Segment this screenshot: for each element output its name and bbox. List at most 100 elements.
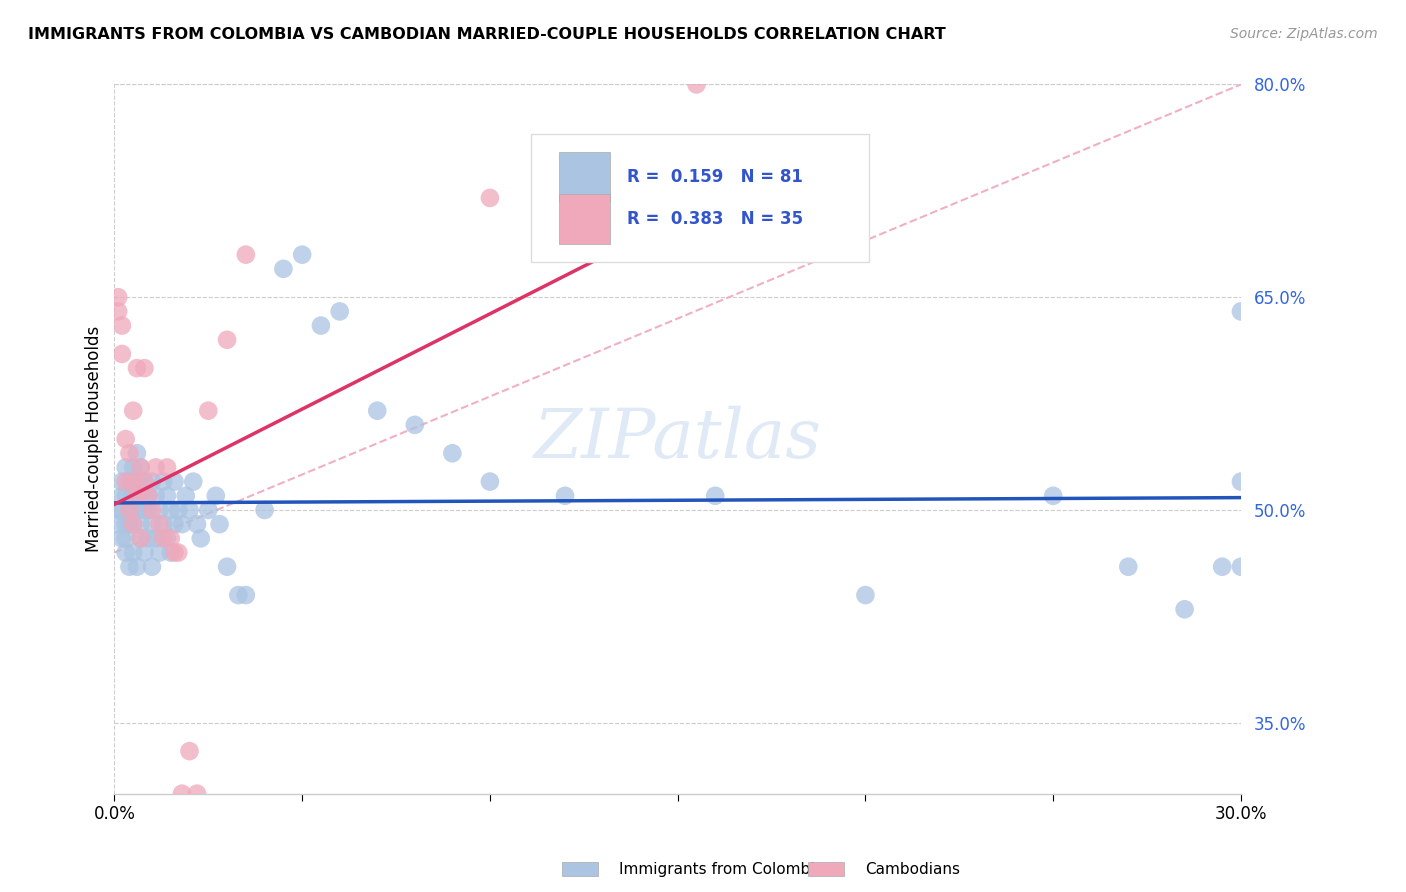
Point — [114, 489, 136, 503]
Point — [441, 446, 464, 460]
Point — [122, 489, 145, 503]
Point — [122, 503, 145, 517]
Point — [134, 475, 156, 489]
Point — [228, 588, 250, 602]
Point — [179, 503, 201, 517]
Point — [129, 532, 152, 546]
Point — [1230, 559, 1253, 574]
Point — [478, 191, 501, 205]
Text: R =  0.159   N = 81: R = 0.159 N = 81 — [627, 168, 803, 186]
Point — [118, 446, 141, 460]
Point — [159, 545, 181, 559]
Point — [125, 446, 148, 460]
Point — [163, 545, 186, 559]
Point — [107, 517, 129, 532]
Point — [134, 545, 156, 559]
Point — [141, 475, 163, 489]
Point — [148, 545, 170, 559]
Point — [145, 532, 167, 546]
Point — [478, 475, 501, 489]
Point — [235, 588, 257, 602]
Point — [125, 475, 148, 489]
Point — [186, 517, 208, 532]
Point — [366, 403, 388, 417]
Point — [129, 532, 152, 546]
Point — [111, 347, 134, 361]
Text: Cambodians: Cambodians — [865, 863, 960, 877]
Point — [141, 517, 163, 532]
Point — [1116, 559, 1139, 574]
Point — [125, 361, 148, 376]
Point — [159, 503, 181, 517]
Point — [129, 460, 152, 475]
Point — [122, 460, 145, 475]
Point — [329, 304, 352, 318]
Point — [148, 503, 170, 517]
Bar — [560, 194, 610, 244]
Point — [163, 517, 186, 532]
Point — [122, 475, 145, 489]
Point — [167, 503, 190, 517]
Point — [125, 503, 148, 517]
Point — [156, 489, 179, 503]
Point — [685, 78, 707, 92]
Point — [235, 247, 257, 261]
Point — [1211, 559, 1233, 574]
Point — [170, 517, 193, 532]
Point — [111, 489, 134, 503]
Point — [197, 503, 219, 517]
FancyBboxPatch shape — [531, 134, 869, 261]
Point — [122, 517, 145, 532]
Text: R =  0.383   N = 35: R = 0.383 N = 35 — [627, 211, 803, 228]
Point — [156, 532, 179, 546]
Point — [136, 489, 159, 503]
Point — [163, 475, 186, 489]
Point — [215, 559, 238, 574]
Bar — [560, 152, 610, 202]
Point — [118, 559, 141, 574]
Point — [129, 460, 152, 475]
Point — [114, 475, 136, 489]
Point — [159, 532, 181, 546]
Point — [186, 787, 208, 801]
Text: Immigrants from Colombia: Immigrants from Colombia — [619, 863, 824, 877]
Point — [114, 432, 136, 446]
Point — [145, 489, 167, 503]
Text: Source: ZipAtlas.com: Source: ZipAtlas.com — [1230, 27, 1378, 41]
Point — [111, 475, 134, 489]
Point — [134, 361, 156, 376]
Point — [204, 489, 226, 503]
Point — [114, 545, 136, 559]
Point — [1230, 475, 1253, 489]
Point — [156, 460, 179, 475]
Text: IMMIGRANTS FROM COLOMBIA VS CAMBODIAN MARRIED-COUPLE HOUSEHOLDS CORRELATION CHAR: IMMIGRANTS FROM COLOMBIA VS CAMBODIAN MA… — [28, 27, 946, 42]
Point — [215, 333, 238, 347]
Point — [141, 503, 163, 517]
Point — [136, 489, 159, 503]
Point — [167, 545, 190, 559]
Point — [291, 247, 314, 261]
Point — [107, 503, 129, 517]
Point — [273, 261, 295, 276]
Point — [145, 460, 167, 475]
Point — [134, 475, 156, 489]
Point — [1230, 304, 1253, 318]
Point — [118, 475, 141, 489]
Point — [111, 318, 134, 333]
Point — [129, 489, 152, 503]
Point — [125, 489, 148, 503]
Point — [181, 475, 204, 489]
Text: ZIPatlas: ZIPatlas — [534, 406, 821, 473]
Point — [136, 532, 159, 546]
Point — [107, 290, 129, 304]
Point — [125, 559, 148, 574]
Point — [174, 489, 197, 503]
Point — [122, 517, 145, 532]
Point — [114, 517, 136, 532]
Point — [111, 532, 134, 546]
Point — [554, 489, 576, 503]
Point — [197, 403, 219, 417]
Point — [107, 304, 129, 318]
Point — [152, 517, 174, 532]
Point — [118, 503, 141, 517]
